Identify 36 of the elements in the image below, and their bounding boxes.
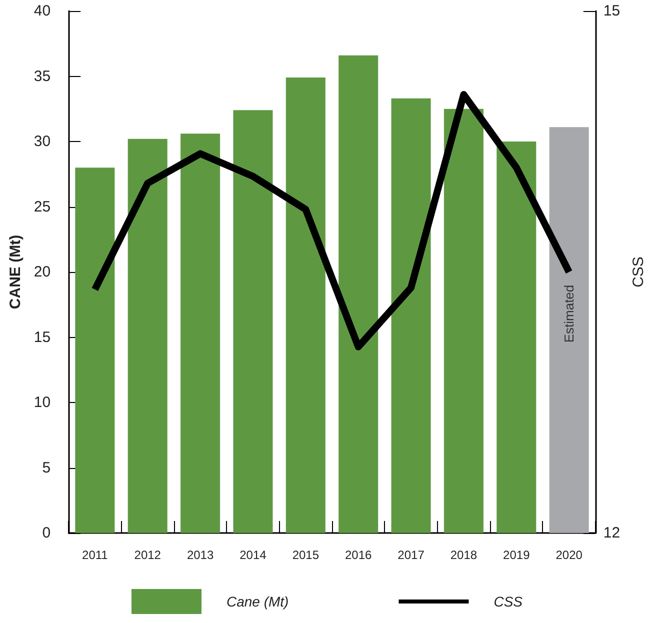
- y-tick-label: 35: [34, 68, 51, 85]
- x-tick-label: 2018: [450, 548, 478, 562]
- bar: [338, 55, 378, 533]
- legend-label: CSS: [494, 594, 524, 610]
- x-tick-label: 2017: [398, 548, 425, 562]
- bar: [391, 98, 431, 533]
- y-tick-label: 30: [34, 133, 51, 150]
- bar: [128, 138, 168, 533]
- y2-tick-label: 12: [603, 524, 620, 542]
- y-tick-label: 20: [34, 264, 51, 280]
- bar: [75, 168, 115, 533]
- bar: [496, 142, 536, 533]
- y-tick-label: 40: [34, 2, 51, 20]
- x-tick-label: 2011: [82, 548, 108, 562]
- y-tick-label: 10: [34, 394, 51, 411]
- y-tick-label: 25: [34, 198, 51, 216]
- bar: [233, 110, 273, 533]
- y-axis-title: CANE (Mt): [7, 234, 24, 310]
- annotation: Estimated: [562, 284, 577, 343]
- legend-label: Cane (Mt): [226, 594, 289, 610]
- y-tick-label: 15: [34, 328, 51, 346]
- x-tick-label: 2013: [186, 548, 214, 562]
- x-tick-label: 2014: [240, 548, 267, 562]
- bar: [180, 134, 220, 533]
- y-tick-label: 0: [42, 524, 51, 542]
- y2-tick-label: 15: [603, 2, 620, 20]
- bar: [549, 127, 589, 533]
- bar: [286, 78, 326, 533]
- bar: [444, 108, 484, 533]
- x-tick-label: 2016: [344, 548, 372, 562]
- x-tick-label: 2015: [292, 548, 320, 562]
- x-tick-label: 2020: [556, 548, 583, 562]
- y2-axis-title: CSS: [630, 256, 647, 288]
- x-tick-label: 2012: [134, 548, 162, 562]
- y-tick-label: 5: [42, 459, 51, 476]
- x-tick-label: 2019: [503, 548, 530, 562]
